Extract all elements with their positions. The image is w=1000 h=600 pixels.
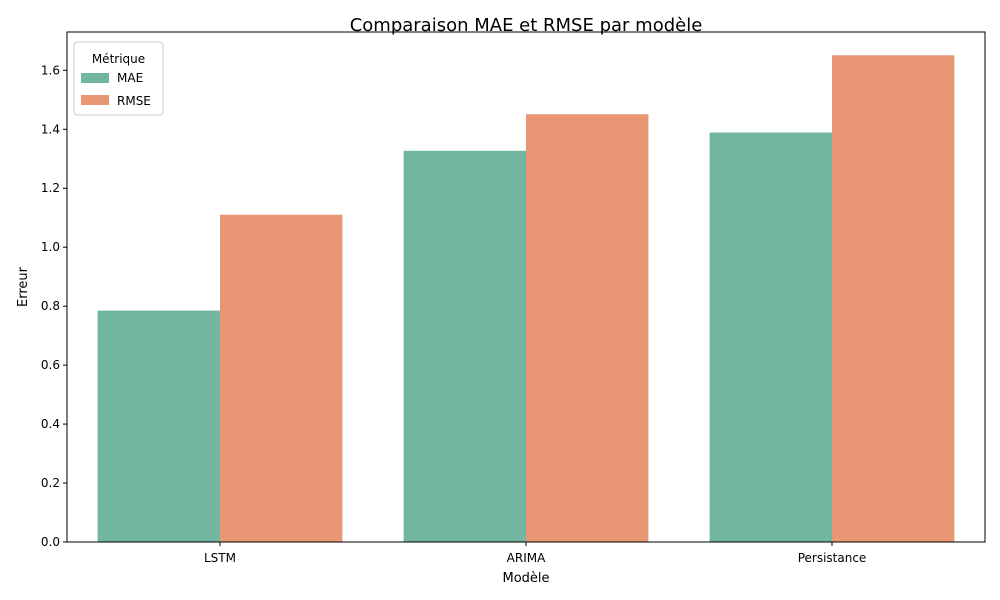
legend-label-rmse: RMSE (117, 94, 151, 108)
y-tick-label: 1.6 (41, 63, 60, 77)
bar-mae-lstm (97, 310, 220, 542)
legend: Métrique MAE RMSE (73, 41, 164, 116)
y-tick-label: 0.0 (41, 535, 60, 549)
bar-rmse-lstm (220, 214, 343, 542)
bar-mae-arima (403, 150, 526, 543)
x-axis-label: Modèle (502, 571, 549, 586)
x-axis: LSTM ARIMA Persistance (204, 542, 866, 565)
y-tick-label: 1.4 (41, 122, 60, 136)
legend-swatch-rmse (81, 95, 109, 105)
x-tick-label: Persistance (798, 551, 867, 565)
y-tick-label: 1.2 (41, 181, 60, 195)
y-tick-label: 0.6 (41, 358, 60, 372)
chart-title: Comparaison MAE et RMSE par modèle (350, 15, 703, 36)
legend-swatch-mae (81, 73, 109, 83)
y-tick-label: 0.8 (41, 299, 60, 313)
y-tick-label: 0.4 (41, 417, 60, 431)
y-axis: 0.0 0.2 0.4 0.6 0.8 1.0 1.2 1.4 1.6 (41, 63, 67, 549)
legend-title: Métrique (92, 52, 145, 66)
y-axis-label: Erreur (16, 266, 31, 307)
legend-label-mae: MAE (117, 71, 143, 85)
y-tick-label: 0.2 (41, 476, 60, 490)
x-tick-label: LSTM (204, 551, 236, 565)
bars-group (97, 55, 955, 543)
x-tick-label: ARIMA (507, 551, 546, 565)
bar-mae-persistance (709, 132, 832, 542)
y-tick-label: 1.0 (41, 240, 60, 254)
bar-rmse-arima (526, 114, 649, 542)
bar-rmse-persistance (832, 55, 955, 542)
